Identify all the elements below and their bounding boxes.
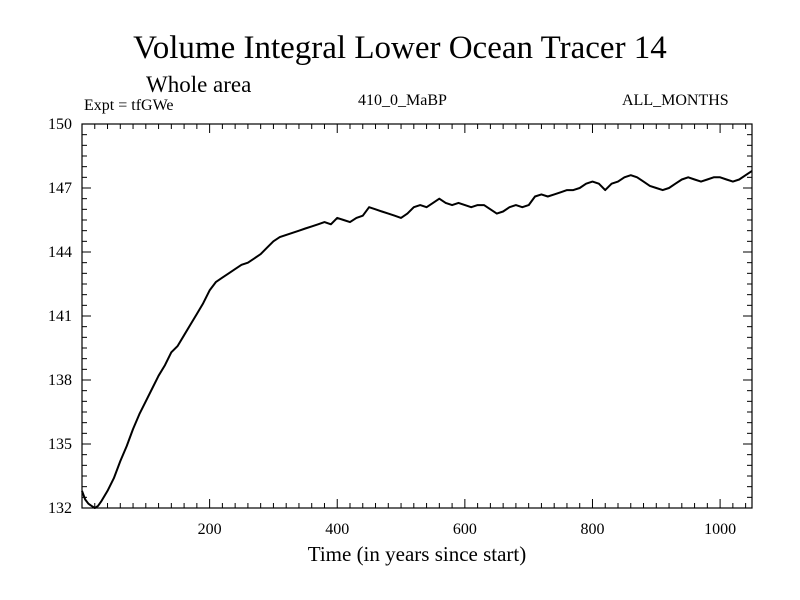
months-label: ALL_MONTHS <box>622 92 729 109</box>
chart-subtitle: Whole area <box>146 72 252 97</box>
y-tick-label: 132 <box>48 500 72 517</box>
x-tick-label: 800 <box>580 521 604 538</box>
x-tick-label: 400 <box>325 521 349 538</box>
y-tick-label: 147 <box>48 180 72 197</box>
series-line <box>81 170 753 509</box>
x-tick-label: 1000 <box>704 521 736 538</box>
y-tick-label: 144 <box>48 244 72 261</box>
x-axis-label: Time (in years since start) <box>307 542 527 566</box>
run-id-label: 410_0_MaBP <box>358 92 447 109</box>
y-tick-label: 141 <box>48 308 72 325</box>
y-tick-label: 138 <box>48 372 72 389</box>
y-tick-label: 150 <box>48 116 72 133</box>
x-tick-label: 200 <box>198 521 222 538</box>
experiment-label: Expt = tfGWe <box>84 97 174 114</box>
chart-title: Volume Integral Lower Ocean Tracer 14 <box>133 30 667 66</box>
plot-frame <box>81 123 753 509</box>
y-tick-label: 135 <box>48 436 72 453</box>
x-tick-label: 600 <box>453 521 477 538</box>
